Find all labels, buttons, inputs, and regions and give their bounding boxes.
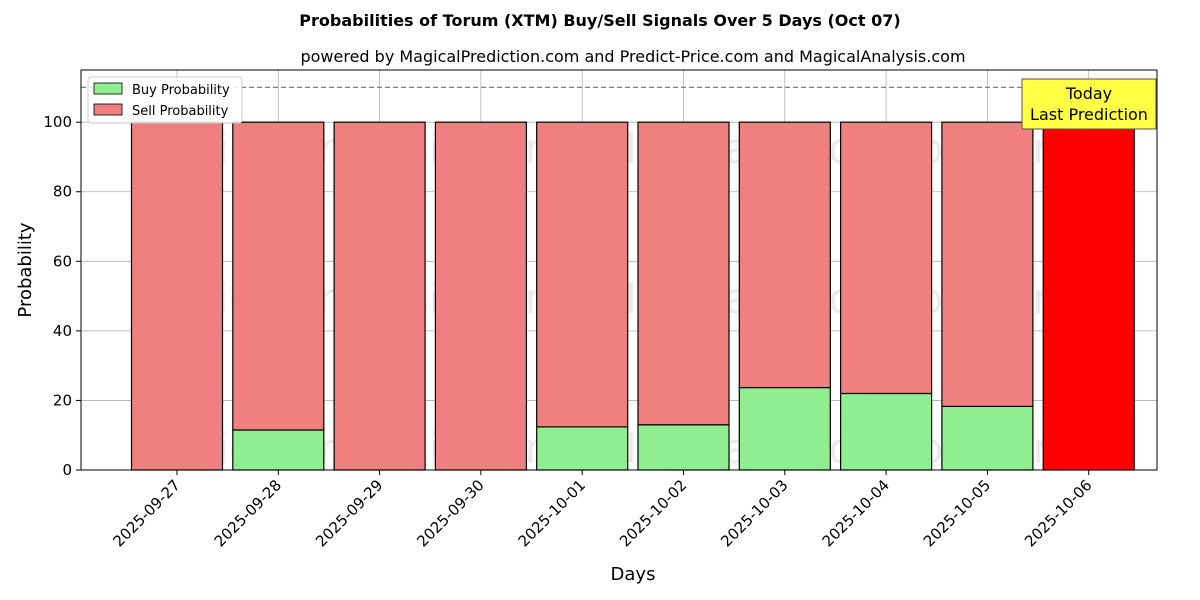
x-axis-ticks: 2025-09-27 2025-09-28 2025-09-29 2025-09-30…: [109, 470, 1096, 550]
sell-bar: [333, 121, 426, 471]
sell-bar: [1042, 121, 1135, 471]
legend-box: [87, 76, 243, 124]
buy-bar: [232, 429, 325, 471]
x-axis-label: Days: [611, 564, 656, 585]
x-tick-label: 2025-10-04: [819, 476, 893, 550]
buy-bar: [839, 392, 933, 471]
buy-bar: [536, 426, 629, 471]
sell-bar: [941, 121, 1034, 407]
y-tick-label: 60: [53, 252, 72, 270]
y-axis-ticks: 0 20 40 60 80 100: [43, 113, 81, 479]
annotation-today: Today: [1065, 84, 1112, 103]
legend: Buy Probability Sell Probability: [87, 76, 243, 124]
x-tick-label: 2025-10-01: [515, 476, 589, 550]
chart-title: Probabilities of Torum (XTM) Buy/Sell Si…: [299, 11, 900, 30]
bars-layer: [130, 121, 1135, 471]
sell-bar: [130, 121, 224, 471]
annotation-box: [1021, 78, 1157, 130]
sell-bar: [232, 121, 325, 431]
x-tick-label: 2025-10-03: [717, 476, 791, 550]
y-axis-label: Probability: [15, 222, 36, 317]
sell-bar: [839, 121, 933, 395]
buy-bar: [637, 424, 730, 471]
legend-buy-label: Buy Probability: [132, 83, 230, 98]
sell-bar: [536, 121, 629, 428]
y-tick-label: 100: [43, 113, 72, 131]
x-tick-label: 2025-09-27: [109, 476, 183, 550]
y-tick-label: 0: [62, 461, 72, 479]
sell-bar: [738, 121, 831, 389]
buy-bar: [738, 386, 831, 471]
buy-bar: [941, 405, 1034, 471]
sell-bar: [434, 121, 527, 471]
plot-frame: [80, 69, 1158, 471]
x-tick-label: 2025-09-28: [211, 476, 285, 550]
x-tick-label: 2025-10-02: [616, 476, 690, 550]
y-tick-label: 80: [53, 183, 72, 201]
annotation-last-prediction: Last Prediction: [1030, 105, 1148, 124]
y-tick-label: 20: [53, 391, 72, 409]
x-tick-label: 2025-10-06: [1021, 476, 1095, 550]
x-tick-label: 2025-09-30: [413, 476, 487, 550]
y-tick-label: 40: [53, 322, 72, 340]
legend-sell-swatch: [93, 103, 123, 116]
sell-bar: [637, 121, 730, 426]
today-annotation: Today Last Prediction: [1021, 78, 1157, 130]
legend-sell-label: Sell Probability: [132, 104, 229, 119]
chart-subtitle: powered by MagicalPrediction.com and Pre…: [300, 47, 965, 66]
x-tick-label: 2025-10-05: [920, 476, 994, 550]
x-tick-label: 2025-09-29: [312, 476, 386, 550]
legend-buy-swatch: [93, 82, 123, 95]
